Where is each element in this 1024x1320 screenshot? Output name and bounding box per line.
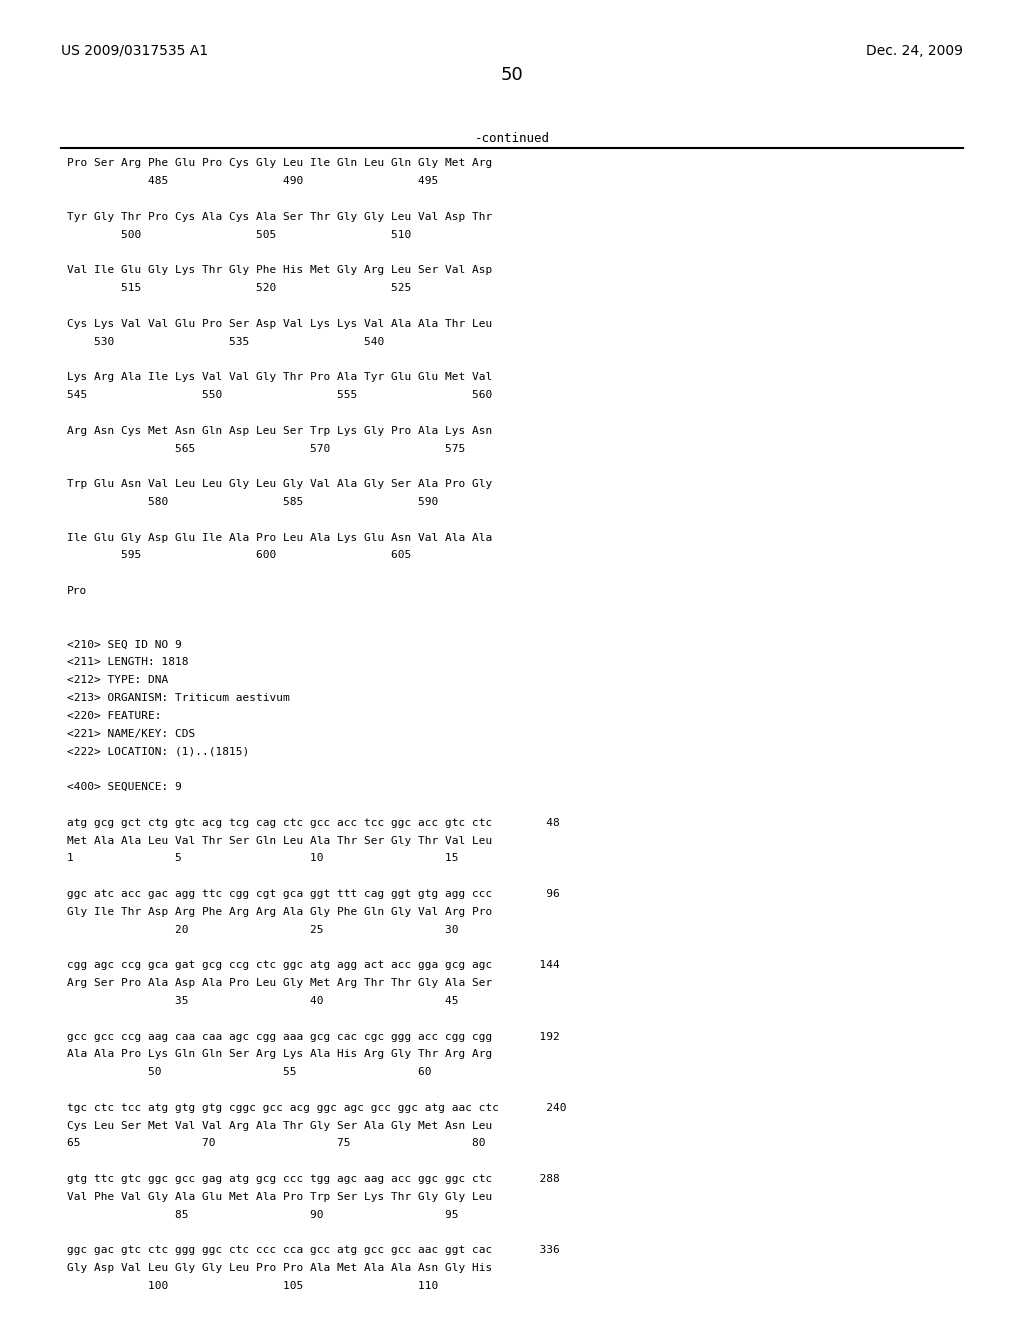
Text: 50                  55                  60: 50 55 60 (67, 1067, 431, 1077)
Text: Cys Lys Val Val Glu Pro Ser Asp Val Lys Lys Val Ala Ala Thr Leu: Cys Lys Val Val Glu Pro Ser Asp Val Lys … (67, 319, 492, 329)
Text: Trp Glu Asn Val Leu Leu Gly Leu Gly Val Ala Gly Ser Ala Pro Gly: Trp Glu Asn Val Leu Leu Gly Leu Gly Val … (67, 479, 492, 490)
Text: Pro Ser Arg Phe Glu Pro Cys Gly Leu Ile Gln Leu Gln Gly Met Arg: Pro Ser Arg Phe Glu Pro Cys Gly Leu Ile … (67, 158, 492, 169)
Text: ggc gac gtc ctc ggg ggc ctc ccc cca gcc atg gcc gcc aac ggt cac       336: ggc gac gtc ctc ggg ggc ctc ccc cca gcc … (67, 1246, 559, 1255)
Text: US 2009/0317535 A1: US 2009/0317535 A1 (61, 44, 209, 58)
Text: 50: 50 (501, 66, 523, 84)
Text: 565                 570                 575: 565 570 575 (67, 444, 465, 454)
Text: Lys Arg Ala Ile Lys Val Val Gly Thr Pro Ala Tyr Glu Glu Met Val: Lys Arg Ala Ile Lys Val Val Gly Thr Pro … (67, 372, 492, 383)
Text: atg gcg gct ctg gtc acg tcg cag ctc gcc acc tcc ggc acc gtc ctc        48: atg gcg gct ctg gtc acg tcg cag ctc gcc … (67, 817, 559, 828)
Text: Pro: Pro (67, 586, 87, 597)
Text: <400> SEQUENCE: 9: <400> SEQUENCE: 9 (67, 781, 181, 792)
Text: 100                 105                 110: 100 105 110 (67, 1280, 438, 1291)
Text: cgg agc ccg gca gat gcg ccg ctc ggc atg agg act acc gga gcg agc       144: cgg agc ccg gca gat gcg ccg ctc ggc atg … (67, 961, 559, 970)
Text: <220> FEATURE:: <220> FEATURE: (67, 710, 161, 721)
Text: 35                  40                  45: 35 40 45 (67, 995, 458, 1006)
Text: Arg Ser Pro Ala Asp Ala Pro Leu Gly Met Arg Thr Thr Gly Ala Ser: Arg Ser Pro Ala Asp Ala Pro Leu Gly Met … (67, 978, 492, 989)
Text: 545                 550                 555                 560: 545 550 555 560 (67, 391, 492, 400)
Text: <211> LENGTH: 1818: <211> LENGTH: 1818 (67, 657, 188, 668)
Text: 85                  90                  95: 85 90 95 (67, 1209, 458, 1220)
Text: 595                 600                 605: 595 600 605 (67, 550, 411, 561)
Text: tgc ctc tcc atg gtg gtg cggc gcc acg ggc agc gcc ggc atg aac ctc       240: tgc ctc tcc atg gtg gtg cggc gcc acg ggc… (67, 1104, 566, 1113)
Text: 580                 585                 590: 580 585 590 (67, 498, 438, 507)
Text: Cys Leu Ser Met Val Val Arg Ala Thr Gly Ser Ala Gly Met Asn Leu: Cys Leu Ser Met Val Val Arg Ala Thr Gly … (67, 1121, 492, 1131)
Text: Ala Ala Pro Lys Gln Gln Ser Arg Lys Ala His Arg Gly Thr Arg Arg: Ala Ala Pro Lys Gln Gln Ser Arg Lys Ala … (67, 1049, 492, 1060)
Text: Val Phe Val Gly Ala Glu Met Ala Pro Trp Ser Lys Thr Gly Gly Leu: Val Phe Val Gly Ala Glu Met Ala Pro Trp … (67, 1192, 492, 1203)
Text: Tyr Gly Thr Pro Cys Ala Cys Ala Ser Thr Gly Gly Leu Val Asp Thr: Tyr Gly Thr Pro Cys Ala Cys Ala Ser Thr … (67, 211, 492, 222)
Text: 530                 535                 540: 530 535 540 (67, 337, 384, 347)
Text: Dec. 24, 2009: Dec. 24, 2009 (865, 44, 963, 58)
Text: <222> LOCATION: (1)..(1815): <222> LOCATION: (1)..(1815) (67, 747, 249, 756)
Text: Val Ile Glu Gly Lys Thr Gly Phe His Met Gly Arg Leu Ser Val Asp: Val Ile Glu Gly Lys Thr Gly Phe His Met … (67, 265, 492, 276)
Text: 1               5                   10                  15: 1 5 10 15 (67, 853, 458, 863)
Text: 65                  70                  75                  80: 65 70 75 80 (67, 1138, 485, 1148)
Text: Ile Glu Gly Asp Glu Ile Ala Pro Leu Ala Lys Glu Asn Val Ala Ala: Ile Glu Gly Asp Glu Ile Ala Pro Leu Ala … (67, 532, 492, 543)
Text: <213> ORGANISM: Triticum aestivum: <213> ORGANISM: Triticum aestivum (67, 693, 290, 704)
Text: 515                 520                 525: 515 520 525 (67, 284, 411, 293)
Text: Met Ala Ala Leu Val Thr Ser Gln Leu Ala Thr Ser Gly Thr Val Leu: Met Ala Ala Leu Val Thr Ser Gln Leu Ala … (67, 836, 492, 846)
Text: Gly Asp Val Leu Gly Gly Leu Pro Pro Ala Met Ala Ala Asn Gly His: Gly Asp Val Leu Gly Gly Leu Pro Pro Ala … (67, 1263, 492, 1274)
Text: gcc gcc ccg aag caa caa agc cgg aaa gcg cac cgc ggg acc cgg cgg       192: gcc gcc ccg aag caa caa agc cgg aaa gcg … (67, 1032, 559, 1041)
Text: <221> NAME/KEY: CDS: <221> NAME/KEY: CDS (67, 729, 195, 739)
Text: gtg ttc gtc ggc gcc gag atg gcg ccc tgg agc aag acc ggc ggc ctc       288: gtg ttc gtc ggc gcc gag atg gcg ccc tgg … (67, 1175, 559, 1184)
Text: <210> SEQ ID NO 9: <210> SEQ ID NO 9 (67, 639, 181, 649)
Text: 20                  25                  30: 20 25 30 (67, 924, 458, 935)
Text: Arg Asn Cys Met Asn Gln Asp Leu Ser Trp Lys Gly Pro Ala Lys Asn: Arg Asn Cys Met Asn Gln Asp Leu Ser Trp … (67, 425, 492, 436)
Text: ggc atc acc gac agg ttc cgg cgt gca ggt ttt cag ggt gtg agg ccc        96: ggc atc acc gac agg ttc cgg cgt gca ggt … (67, 890, 559, 899)
Text: 485                 490                 495: 485 490 495 (67, 177, 438, 186)
Text: <212> TYPE: DNA: <212> TYPE: DNA (67, 676, 168, 685)
Text: 500                 505                 510: 500 505 510 (67, 230, 411, 240)
Text: Gly Ile Thr Asp Arg Phe Arg Arg Ala Gly Phe Gln Gly Val Arg Pro: Gly Ile Thr Asp Arg Phe Arg Arg Ala Gly … (67, 907, 492, 917)
Text: -continued: -continued (474, 132, 550, 145)
